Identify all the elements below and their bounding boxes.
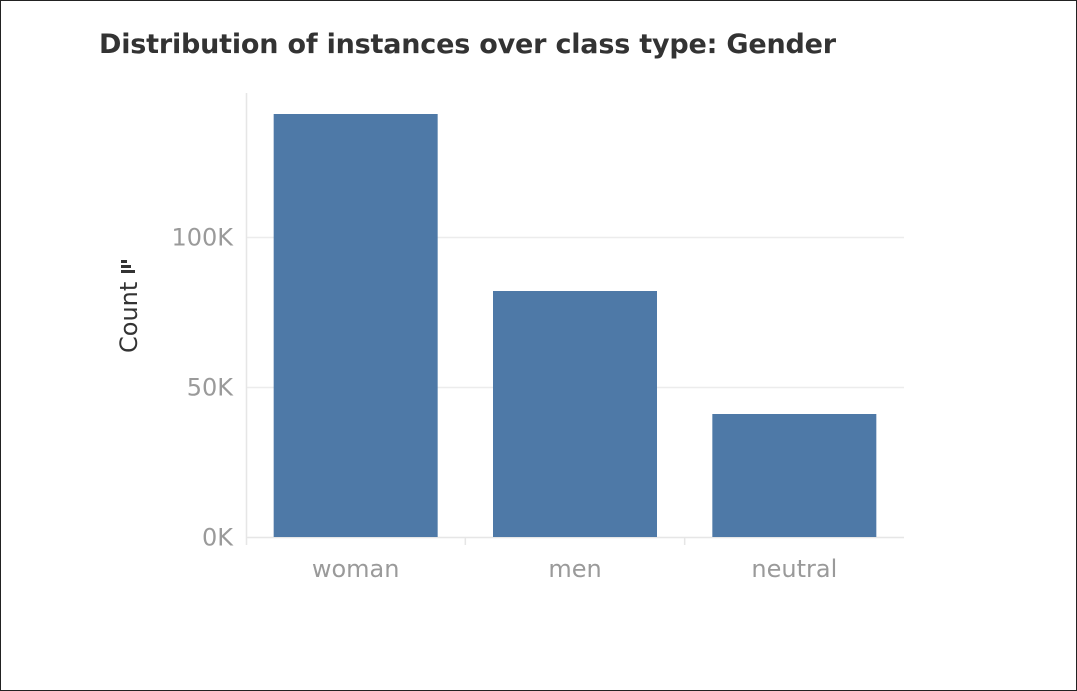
y-tick-label: 100K (171, 224, 234, 252)
x-tick-labels: woman men neutral (312, 555, 837, 583)
bar-woman[interactable] (273, 114, 438, 537)
y-tick-labels: 0K 50K 100K (171, 224, 234, 552)
chart-title: Distribution of instances over class typ… (99, 29, 836, 60)
y-tick-label: 0K (202, 524, 234, 552)
bars (273, 114, 877, 537)
axes (245, 93, 904, 545)
bar-neutral[interactable] (712, 414, 877, 537)
y-axis-title: Count (115, 282, 143, 353)
y-axis-title-group: Count (115, 260, 143, 353)
x-tick-label: woman (312, 555, 400, 583)
bar-men[interactable] (493, 291, 657, 537)
x-tick-label: men (548, 555, 601, 583)
x-tick-label: neutral (751, 555, 837, 583)
sort-icon[interactable] (121, 260, 135, 273)
y-tick-label: 50K (187, 374, 235, 402)
